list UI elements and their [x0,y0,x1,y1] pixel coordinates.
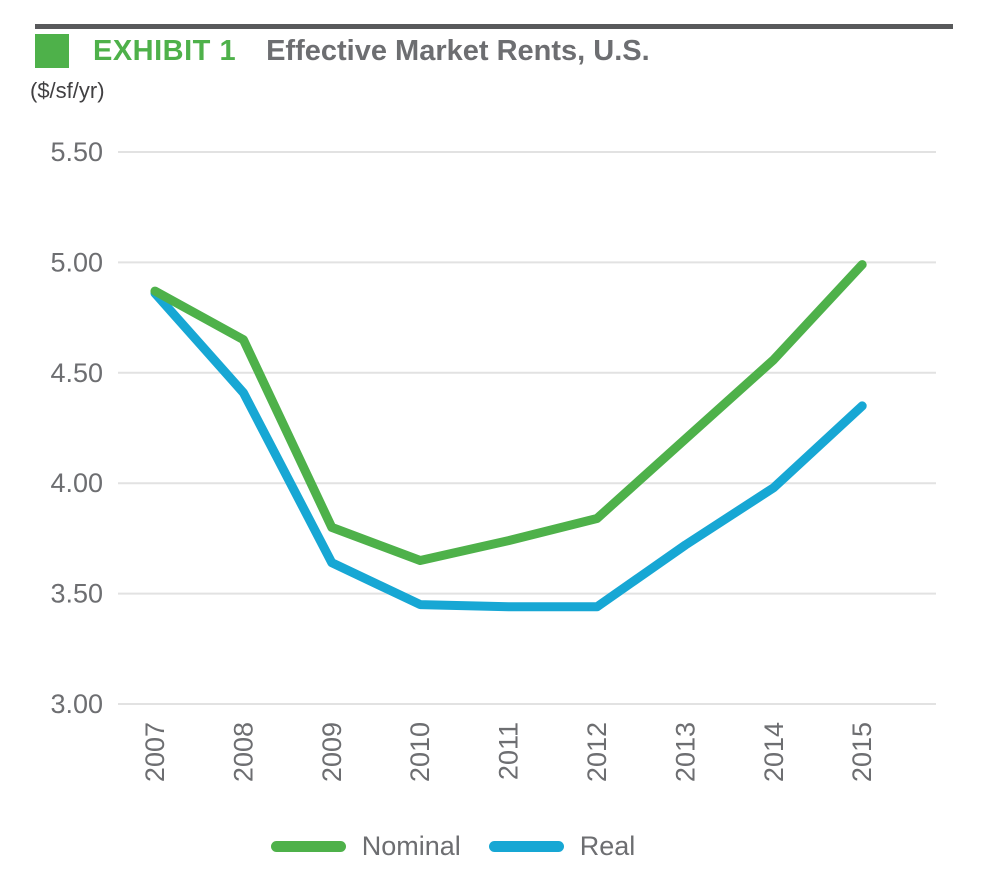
exhibit-number: EXHIBIT 1 [93,34,237,67]
chart-title: Effective Market Rents, U.S. [266,34,650,67]
series-line-real [150,288,867,612]
legend-item-real: Real [488,831,636,862]
y-tick-label: 4.50 [50,358,103,388]
line-chart: 5.50 5.00 4.50 4.00 3.50 3.00 2007 2008 2009 2010… [50,137,936,782]
y-tick-label: 5.50 [50,137,103,167]
series-line-nominal [150,260,867,565]
exhibit-marker-square [35,34,69,68]
y-tick-label: 5.00 [50,247,103,277]
y-tick-label: 3.00 [50,689,103,719]
exhibit-header: EXHIBIT 1 Effective Market Rents, U.S. [35,34,650,68]
nominal-line-swatch [270,841,346,852]
x-tick-label: 2011 [494,722,524,780]
x-tick-label: 2007 [140,722,170,782]
x-tick-label: 2013 [670,722,700,782]
x-tick-label: 2014 [759,722,789,782]
y-tick-label: 4.00 [50,468,103,498]
y-axis-units: ($/sf/yr) [30,78,105,103]
x-tick-label: 2012 [582,722,612,782]
x-tick-label: 2010 [405,722,435,782]
header-rule [35,24,953,29]
legend-item-nominal: Nominal [270,831,461,862]
legend-label-real: Real [579,831,636,861]
legend-label-nominal: Nominal [361,831,461,861]
x-tick-label: 2015 [847,722,877,782]
y-tick-label: 3.50 [50,579,103,609]
x-tick-label: 2009 [317,722,347,782]
real-line-swatch [488,841,564,852]
chart-legend: Nominal Real [0,831,906,862]
x-tick-label: 2008 [228,722,258,782]
